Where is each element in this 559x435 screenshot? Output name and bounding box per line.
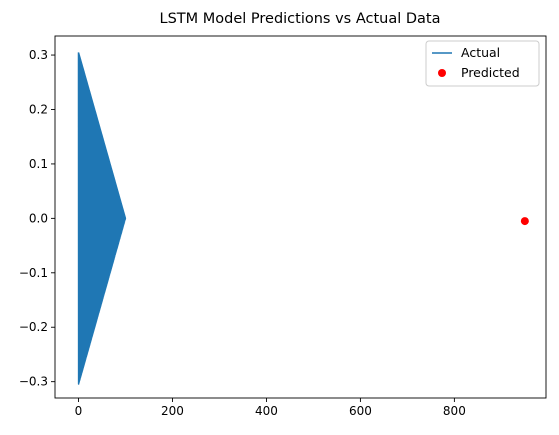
x-tick-label: 400: [255, 404, 278, 418]
y-tick-label: 0.0: [29, 211, 48, 225]
y-tick-label: −0.3: [19, 375, 48, 389]
series-actual-line: [77, 52, 127, 385]
legend-predicted-label: Predicted: [461, 65, 520, 80]
axes: 0 200 400 600 800 −0.3 −0.2 −0.1 0.0 0.1 0.2 0.3: [19, 35, 547, 418]
legend: Actual Predicted: [425, 40, 540, 87]
x-tick-label: 600: [349, 404, 372, 418]
x-tick-label: 0: [75, 404, 83, 418]
axes-frame: [54, 35, 547, 399]
y-tick-label: 0.2: [29, 102, 48, 116]
legend-box: [425, 40, 540, 87]
y-tick-label: −0.1: [19, 266, 48, 280]
x-tick-label: 800: [443, 404, 466, 418]
y-tick-label: 0.1: [29, 157, 48, 171]
legend-predicted-swatch: [438, 69, 446, 77]
legend-actual-label: Actual: [461, 45, 500, 60]
plot-area: [77, 52, 529, 385]
series-predicted-point: [520, 217, 529, 226]
x-tick-label: 200: [161, 404, 184, 418]
y-tick-label: 0.3: [29, 48, 48, 62]
chart-title: LSTM Model Predictions vs Actual Data: [159, 11, 440, 27]
y-tick-label: −0.2: [19, 320, 48, 334]
